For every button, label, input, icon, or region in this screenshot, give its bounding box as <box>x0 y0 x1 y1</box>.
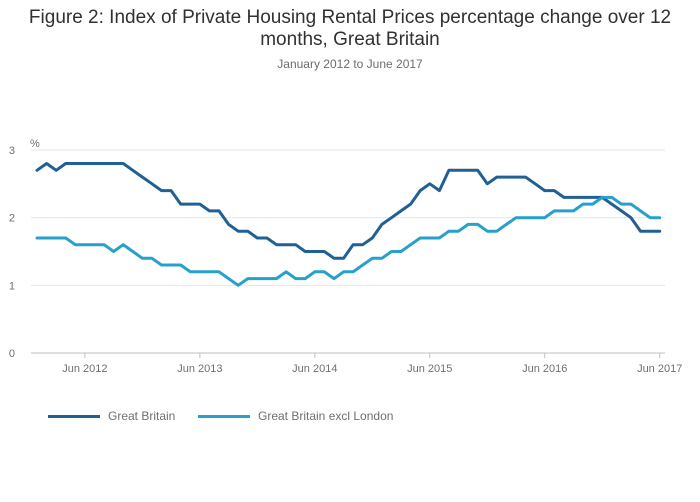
legend-swatch-great-britain-excl-london <box>198 414 250 418</box>
y-axis: 0 1 2 3% <box>9 138 40 360</box>
legend-swatch-great-britain <box>48 414 100 418</box>
y-tick-label: 0 <box>9 348 15 360</box>
y-axis-label: % <box>30 138 40 150</box>
chart-legend: Great Britain Great Britain excl London <box>0 403 700 433</box>
x-axis: Jun 2012 Jun 2013 Jun 2014 Jun 2015 Jun 2016… <box>31 352 682 375</box>
x-tick-label: Jun 2013 <box>177 363 222 375</box>
x-tick-label: Jun 2015 <box>407 363 452 375</box>
legend-label-great-britain: Great Britain <box>108 409 176 423</box>
x-tick-label: Jun 2017 <box>637 363 682 375</box>
y-tick-label: 2 <box>9 213 15 225</box>
x-tick-label: Jun 2014 <box>292 363 337 375</box>
gridlines <box>31 149 665 286</box>
y-tick-label: 3 <box>9 145 15 157</box>
y-tick-label: 1 <box>9 280 15 292</box>
legend-label-great-britain-excl-london: Great Britain excl London <box>258 409 394 423</box>
series-line-great-britain[interactable] <box>35 162 662 260</box>
series-line-great-britain-excl-london[interactable] <box>35 195 662 287</box>
x-tick-label: Jun 2016 <box>522 363 567 375</box>
legend-item-great-britain-excl-london[interactable]: Great Britain excl London <box>198 403 393 429</box>
x-tick-label: Jun 2012 <box>62 363 107 375</box>
series-lines <box>35 162 662 287</box>
chart-subtitle: January 2012 to June 2017 <box>277 57 423 71</box>
legend-item-great-britain[interactable]: Great Britain <box>48 403 175 429</box>
chart-title: Figure 2: Index of Private Housing Renta… <box>28 7 672 50</box>
